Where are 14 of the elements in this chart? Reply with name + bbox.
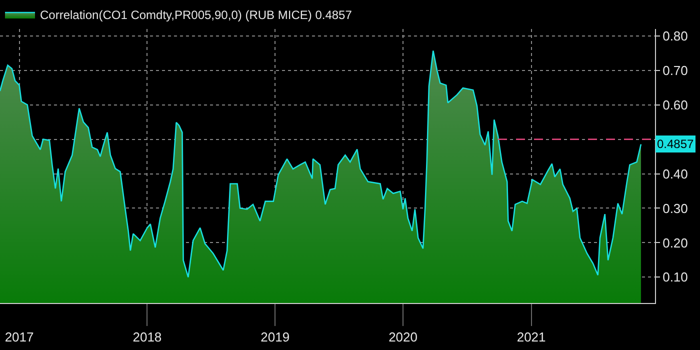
y-tick-label: 0.20	[662, 235, 688, 250]
y-tick-label: 0.40	[662, 166, 688, 182]
x-tick-label: 2017	[4, 330, 34, 345]
y-tick-label: 0.30	[662, 200, 688, 216]
x-tick-label: 2021	[516, 330, 546, 345]
y-tick-label: 0.70	[662, 62, 688, 78]
y-tick-label: 0.60	[662, 97, 688, 112]
annotation: 0.4857	[657, 137, 694, 151]
legend-label: Correlation(CO1 Comdty,PR005,90,0) (RUB MICE) 0.4857	[40, 8, 352, 22]
y-tick-label: 0.80	[662, 28, 688, 44]
x-tick-label: 2018	[132, 330, 162, 345]
x-tick-label: 2019	[260, 330, 290, 345]
y-tick-label: 0.10	[662, 270, 688, 285]
x-tick-label: 2020	[388, 330, 418, 345]
